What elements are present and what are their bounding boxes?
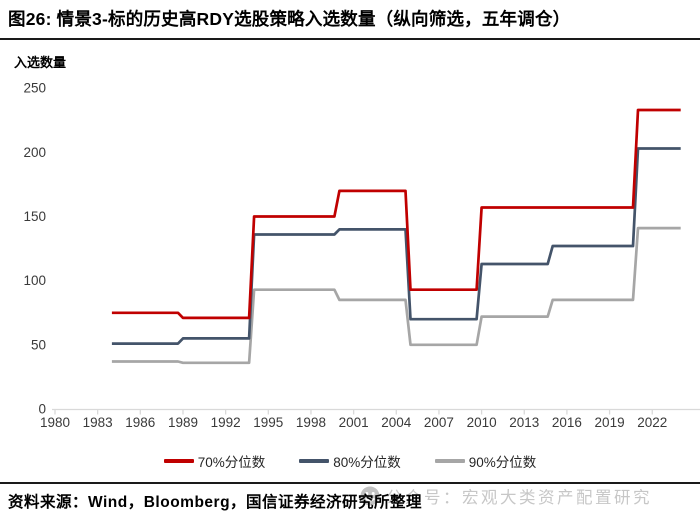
watermark: 公众号：宏观大类资产配置研究	[360, 484, 652, 508]
title-divider	[0, 38, 700, 41]
y-tick-label: 100	[23, 273, 46, 288]
watermark-logo-icon	[360, 486, 380, 506]
x-tick-label: 1986	[125, 415, 155, 430]
y-axis-title: 入选数量	[14, 55, 67, 70]
source-note: 资料来源：Wind，Bloomberg，国信证券经济研究所整理	[8, 494, 423, 511]
x-tick-label: 2001	[339, 415, 369, 430]
legend-line-swatch-70pct	[163, 459, 194, 463]
series-line-80pct分位数	[111, 147, 681, 345]
legend-line-swatch-90pct	[434, 459, 465, 463]
figure-title: 图26: 情景3-标的历史高RDY选股策略入选数量（纵向筛选，五年调仓）	[8, 9, 571, 29]
x-tick-label: 1983	[83, 415, 113, 430]
x-tick-label: 2004	[381, 415, 412, 430]
x-tick-label: 2022	[637, 415, 667, 430]
x-tick-label: 1980	[40, 415, 70, 430]
series-line-90pct分位数	[111, 226, 681, 365]
x-tick-label: 2013	[509, 415, 539, 430]
series-line-70pct分位数	[111, 108, 681, 320]
legend-label-70pct: 70%分位数	[197, 455, 266, 470]
x-tick-label: 1995	[253, 415, 283, 430]
legend-label-80pct: 80%分位数	[333, 455, 401, 470]
watermark-text: 公众号：宏观大类资产配置研究	[386, 489, 652, 507]
x-tick-label: 1998	[296, 415, 326, 430]
x-tick-label: 2010	[467, 415, 497, 430]
x-tick-label: 1989	[168, 415, 198, 430]
legend-item-80pct: 80%分位数	[299, 451, 401, 471]
x-tick-label: 2007	[424, 415, 454, 430]
legend-item-90pct: 90%分位数	[434, 451, 537, 471]
y-tick-label: 200	[23, 145, 46, 160]
legend-label-90pct: 90%分位数	[468, 455, 537, 470]
y-tick-label: 50	[31, 337, 46, 352]
chart-legend: 70%分位数 80%分位数 90%分位数	[0, 450, 700, 472]
footer-divider	[0, 482, 700, 485]
y-tick-label: 250	[23, 81, 46, 96]
y-tick-label: 150	[23, 209, 46, 224]
x-tick-label: 2016	[552, 415, 582, 430]
legend-line-swatch-80pct	[299, 459, 330, 463]
legend-item-70pct: 70%分位数	[163, 451, 266, 471]
y-tick-label: 0	[38, 402, 46, 417]
x-tick-label: 2019	[595, 415, 625, 430]
x-tick-label: 1992	[211, 415, 241, 430]
